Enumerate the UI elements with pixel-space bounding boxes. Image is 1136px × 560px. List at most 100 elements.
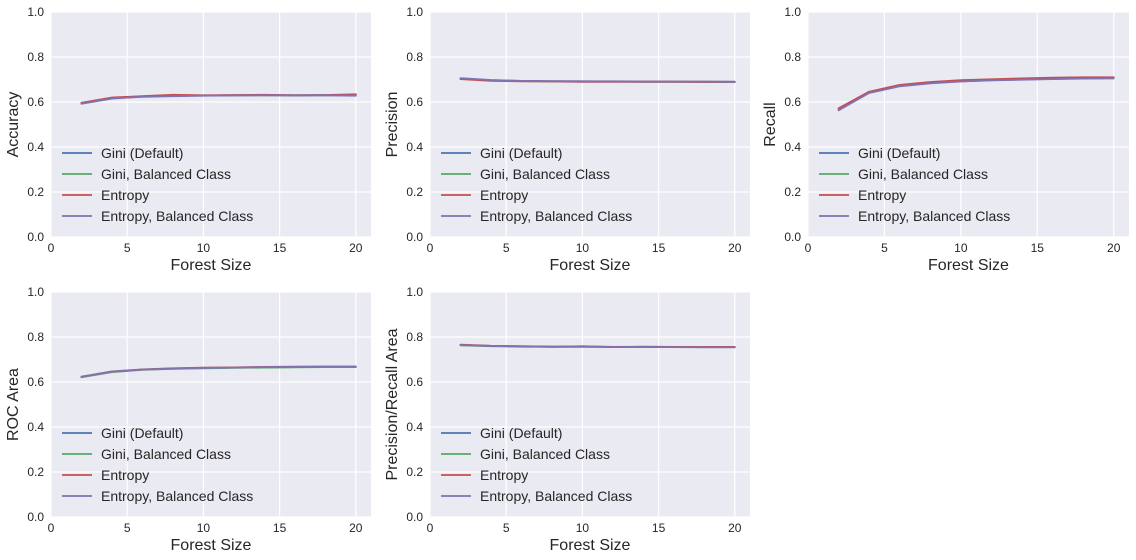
legend-label: Gini (Default)	[480, 145, 562, 161]
x-tick-label: 10	[576, 521, 590, 535]
x-tick-label: 15	[273, 241, 287, 255]
legend-label: Gini, Balanced Class	[858, 166, 988, 182]
legend-label: Entropy, Balanced Class	[480, 488, 632, 504]
legend: Gini (Default) Gini, Balanced Class Entrop…	[62, 145, 253, 224]
legend: Gini (Default) Gini, Balanced Class Entrop…	[62, 425, 253, 504]
y-axis-label: Recall	[762, 102, 779, 146]
y-tick-label: 0.4	[406, 140, 423, 154]
x-tick-label: 15	[652, 241, 666, 255]
plot-area	[51, 292, 371, 517]
chart-roc-area: 0.0 0.2 0.4 0.6 0.8 1.0 0 5 10 15 20 Forest Size ROC…	[5, 285, 371, 554]
chart-accuracy: 0.0 0.2 0.4 0.6 0.8 1.0 0 5 10 15 20 Forest Size Acc…	[5, 5, 371, 274]
y-tick-label: 0.4	[784, 140, 801, 154]
chart-recall: 0.0 0.2 0.4 0.6 0.8 1.0 0 5 10 15 20 Forest Size Rec…	[762, 5, 1129, 274]
series-line-entropy-balanced-class	[837, 77, 1115, 112]
legend-label: Entropy	[101, 467, 149, 483]
y-tick-label: 0.4	[27, 140, 44, 154]
legend: Gini (Default) Gini, Balanced Class Entrop…	[441, 145, 632, 224]
y-tick-label: 0.6	[406, 95, 423, 109]
y-tick-label: 0.4	[406, 420, 423, 434]
x-tick-label: 15	[652, 521, 666, 535]
y-axis-label: Precision/Recall Area	[384, 328, 401, 480]
legend-label: Gini, Balanced Class	[101, 166, 231, 182]
x-tick-label: 5	[881, 241, 888, 255]
plot-area	[430, 12, 750, 237]
x-tick-label: 20	[1107, 241, 1121, 255]
y-tick-label: 0.2	[406, 465, 423, 479]
legend: Gini (Default) Gini, Balanced Class Entrop…	[441, 425, 632, 504]
y-axis-label: Accuracy	[5, 92, 22, 158]
legend-label: Gini (Default)	[101, 145, 183, 161]
y-tick-label: 0.0	[406, 230, 423, 244]
chart-precision-recall-area: 0.0 0.2 0.4 0.6 0.8 1.0 0 5 10 15 20 Forest Size Pre…	[384, 285, 750, 554]
x-tick-label: 20	[728, 521, 742, 535]
y-axis-label: ROC Area	[5, 368, 22, 441]
y-tick-label: 0.6	[406, 375, 423, 389]
series-line-entropy	[837, 76, 1115, 110]
x-tick-label: 5	[124, 241, 131, 255]
x-tick-label: 5	[124, 521, 131, 535]
y-tick-label: 0.0	[406, 510, 423, 524]
legend-label: Entropy, Balanced Class	[101, 208, 253, 224]
y-tick-label: 0.8	[406, 330, 423, 344]
series-line-entropy-balanced-class	[80, 94, 357, 105]
y-tick-label: 0.4	[27, 420, 44, 434]
plot-area	[51, 12, 371, 237]
x-tick-label: 0	[427, 521, 434, 535]
legend: Gini (Default) Gini, Balanced Class Entrop…	[819, 145, 1010, 224]
y-tick-label: 0.0	[784, 230, 801, 244]
legend-label: Entropy, Balanced Class	[480, 208, 632, 224]
y-tick-label: 0.8	[406, 50, 423, 64]
legend-label: Entropy	[101, 187, 149, 203]
x-tick-label: 0	[805, 241, 812, 255]
y-tick-label: 1.0	[406, 285, 423, 299]
legend-label: Entropy	[480, 467, 528, 483]
x-tick-label: 10	[197, 521, 211, 535]
legend-label: Gini, Balanced Class	[480, 166, 610, 182]
x-tick-label: 0	[48, 521, 55, 535]
y-tick-label: 0.8	[784, 50, 801, 64]
x-tick-label: 10	[197, 241, 211, 255]
y-tick-label: 0.6	[27, 375, 44, 389]
y-tick-label: 1.0	[27, 5, 44, 19]
chart-precision: 0.0 0.2 0.4 0.6 0.8 1.0 0 5 10 15 20 Forest Size Pre…	[384, 5, 750, 274]
plot-area	[808, 12, 1129, 237]
x-tick-label: 0	[427, 241, 434, 255]
y-tick-label: 0.8	[27, 330, 44, 344]
x-tick-label: 20	[349, 241, 363, 255]
x-axis-label: Forest Size	[171, 537, 252, 554]
y-tick-label: 0.6	[784, 95, 801, 109]
plot-area	[430, 292, 750, 517]
legend-label: Entropy, Balanced Class	[858, 208, 1010, 224]
x-axis-label: Forest Size	[550, 257, 631, 274]
legend-label: Entropy, Balanced Class	[101, 488, 253, 504]
y-tick-label: 0.2	[27, 185, 44, 199]
y-tick-label: 1.0	[406, 5, 423, 19]
x-tick-label: 15	[1031, 241, 1045, 255]
y-tick-label: 1.0	[27, 285, 44, 299]
y-tick-label: 0.0	[27, 230, 44, 244]
legend-label: Gini (Default)	[858, 145, 940, 161]
y-tick-label: 0.2	[784, 185, 801, 199]
x-axis-label: Forest Size	[928, 257, 1009, 274]
series-line-entropy-balanced-class	[459, 77, 736, 83]
x-axis-label: Forest Size	[171, 257, 252, 274]
y-tick-label: 0.2	[406, 185, 423, 199]
y-tick-label: 0.2	[27, 465, 44, 479]
y-tick-label: 1.0	[784, 5, 801, 19]
x-tick-label: 5	[503, 521, 510, 535]
y-tick-label: 0.6	[27, 95, 44, 109]
legend-label: Gini, Balanced Class	[101, 446, 231, 462]
x-tick-label: 10	[954, 241, 968, 255]
x-tick-label: 20	[728, 241, 742, 255]
legend-label: Gini, Balanced Class	[480, 446, 610, 462]
x-tick-label: 5	[503, 241, 510, 255]
y-tick-label: 0.8	[27, 50, 44, 64]
legend-label: Entropy	[480, 187, 528, 203]
x-axis-label: Forest Size	[550, 537, 631, 554]
x-tick-label: 20	[349, 521, 363, 535]
series-line-entropy-balanced-class	[459, 344, 736, 349]
legend-label: Entropy	[858, 187, 906, 203]
x-tick-label: 15	[273, 521, 287, 535]
